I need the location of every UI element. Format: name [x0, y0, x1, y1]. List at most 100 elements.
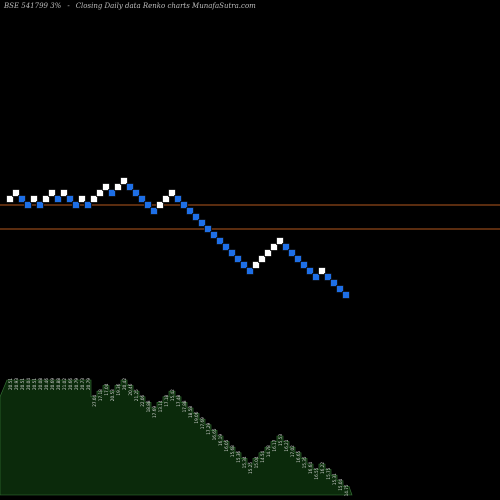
- renko-brick-up: [114, 183, 122, 191]
- volume-label: 15.35: [302, 456, 307, 468]
- renko-brick-up: [6, 195, 14, 203]
- volume-label: 20.42: [122, 378, 127, 390]
- renko-brick-up: [276, 237, 284, 245]
- volume-area-shape: [0, 379, 353, 496]
- renko-brick-down: [306, 267, 314, 275]
- volume-label: 20.93: [14, 378, 19, 390]
- volume-label: 15.34: [242, 456, 247, 468]
- volume-label: 20.79: [74, 378, 79, 390]
- renko-brick-down: [54, 195, 62, 203]
- volume-label: 14.75: [344, 484, 349, 496]
- reference-lines: [0, 204, 500, 230]
- volume-label: 20.73: [80, 378, 85, 390]
- volume-label: 17.04: [104, 383, 109, 395]
- volume-label: 20.46: [128, 383, 133, 395]
- renko-brick-down: [330, 279, 338, 287]
- renko-brick-down: [240, 261, 248, 269]
- renko-brick-down: [210, 231, 218, 239]
- renko-brick-up: [90, 195, 98, 203]
- renko-brick-up: [270, 243, 278, 251]
- volume-label: 17.88: [182, 400, 187, 412]
- volume-label: 20.79: [86, 378, 91, 390]
- volume-label: 20.46: [44, 378, 49, 390]
- volume-label: 19.36: [116, 383, 121, 395]
- volume-label: 15.53: [278, 434, 283, 446]
- renko-brick-down: [246, 267, 254, 275]
- volume-label: 16.19: [218, 434, 223, 446]
- renko-brick-up: [30, 195, 38, 203]
- renko-brick-down: [144, 201, 152, 209]
- renko-brick-down: [180, 201, 188, 209]
- volume-label: 17.69: [152, 406, 157, 418]
- renko-brick-down: [18, 195, 26, 203]
- volume-label: 20.69: [50, 378, 55, 390]
- renko-brick-down: [132, 189, 140, 197]
- renko-brick-down: [216, 237, 224, 245]
- volume-label: 16.65: [296, 450, 301, 462]
- symbol-label: BSE 541799 3%: [4, 2, 62, 10]
- volume-label: 19.06: [194, 411, 199, 423]
- renko-brick-down: [186, 207, 194, 215]
- volume-label: 15.36: [236, 450, 241, 462]
- renko-brick-up: [48, 189, 56, 197]
- renko-brick-down: [300, 261, 308, 269]
- volume-label: 14.78: [266, 445, 271, 457]
- volume-label: 15.04: [254, 456, 259, 468]
- renko-brick-down: [84, 201, 92, 209]
- renko-brick-down: [312, 273, 320, 281]
- volume-label: 27.04: [92, 394, 97, 406]
- volume-label: 13.14: [158, 400, 163, 412]
- volume-area: [0, 379, 353, 496]
- renko-brick-down: [36, 201, 44, 209]
- renko-brick-down: [126, 183, 134, 191]
- renko-brick-up: [156, 201, 164, 209]
- volume-label: 17.29: [206, 422, 211, 434]
- renko-brick-up: [96, 189, 104, 197]
- renko-brick-down: [138, 195, 146, 203]
- volume-label: 18.58: [188, 406, 193, 418]
- volume-label: 16.64: [308, 462, 313, 474]
- renko-brick-down: [72, 201, 80, 209]
- renko-brick-up: [60, 189, 68, 197]
- renko-brick-up: [162, 195, 170, 203]
- renko-brick-down: [192, 213, 200, 221]
- renko-brick-down: [342, 291, 350, 299]
- renko-brick-up: [318, 267, 326, 275]
- volume-label: 17.02: [290, 445, 295, 457]
- volume-label: 21.25: [134, 389, 139, 401]
- renko-brick-down: [66, 195, 74, 203]
- volume-label: 15.42: [170, 389, 175, 401]
- renko-brick-down: [174, 195, 182, 203]
- renko-brick-down: [198, 219, 206, 227]
- volume-label: 20.53: [110, 389, 115, 401]
- volume-label: 16.17: [272, 439, 277, 451]
- renko-brick-down: [222, 243, 230, 251]
- renko-brick-down: [228, 249, 236, 257]
- renko-brick-down: [204, 225, 212, 233]
- volume-label: 15.31: [332, 473, 337, 485]
- renko-brick-down: [288, 249, 296, 257]
- trend-arrow: -: [67, 2, 70, 10]
- volume-label: 14.54: [260, 450, 265, 462]
- volume-label: 16.05: [224, 439, 229, 451]
- volume-label: 15.75: [326, 467, 331, 479]
- volume-label: 20.66: [68, 378, 73, 390]
- renko-brick-down: [150, 207, 158, 215]
- renko-brick-down: [294, 255, 302, 263]
- volume-label: 20.51: [20, 378, 25, 390]
- volume-label: 15.25: [248, 462, 253, 474]
- renko-brick-down: [108, 189, 116, 197]
- volume-label: 16.55: [314, 467, 319, 479]
- volume-label: 16.21: [284, 439, 289, 451]
- volume-label: 20.04: [26, 378, 31, 390]
- volume-label: 16.65: [212, 428, 217, 440]
- volume-label: 15.68: [230, 445, 235, 457]
- chart-title: Closing Daily data Renko charts MunafaSu…: [75, 2, 256, 10]
- renko-brick-up: [102, 183, 110, 191]
- renko-brick-down: [234, 255, 242, 263]
- renko-brick-up: [258, 255, 266, 263]
- renko-brick-up: [252, 261, 260, 269]
- renko-brick-up: [120, 177, 128, 185]
- renko-bricks: [6, 177, 350, 299]
- renko-brick-down: [282, 243, 290, 251]
